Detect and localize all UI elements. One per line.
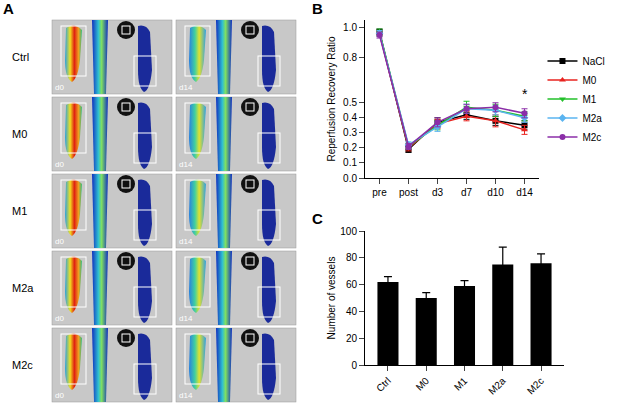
svg-text:M2c: M2c: [582, 132, 601, 143]
svg-text:M2c: M2c: [12, 359, 33, 371]
svg-text:0.4: 0.4: [343, 112, 357, 123]
svg-text:0.0: 0.0: [343, 173, 357, 184]
svg-text:d0: d0: [55, 237, 64, 246]
svg-text:Number of vessels: Number of vessels: [326, 257, 337, 340]
svg-text:d7: d7: [461, 187, 473, 198]
svg-text:M2a: M2a: [582, 113, 602, 124]
svg-text:0.3: 0.3: [343, 127, 357, 138]
svg-text:40: 40: [346, 306, 358, 317]
svg-text:M1: M1: [12, 205, 27, 217]
svg-text:d10: d10: [487, 187, 504, 198]
svg-text:d14: d14: [179, 83, 193, 92]
svg-text:M1: M1: [582, 94, 596, 105]
svg-text:d14: d14: [179, 237, 193, 246]
svg-text:M2a: M2a: [486, 375, 508, 397]
svg-text:d14: d14: [516, 187, 533, 198]
svg-text:80: 80: [346, 252, 358, 263]
svg-text:d0: d0: [55, 83, 64, 92]
html-text:A: A: [3, 0, 14, 17]
svg-text:20: 20: [346, 333, 358, 344]
svg-text:100: 100: [340, 226, 357, 237]
svg-text:M0: M0: [12, 128, 27, 140]
svg-text:60: 60: [346, 279, 358, 290]
svg-text:Ctrl: Ctrl: [12, 51, 29, 63]
svg-text:Reperfusion Recovery Ratio: Reperfusion Recovery Ratio: [326, 36, 337, 161]
svg-text:M1: M1: [452, 375, 470, 393]
svg-text:0.8: 0.8: [343, 52, 357, 63]
svg-text:1.0: 1.0: [343, 22, 357, 33]
svg-text:d0: d0: [55, 160, 64, 169]
svg-text:Ctrl: Ctrl: [374, 375, 393, 394]
svg-text:M0: M0: [414, 375, 432, 393]
svg-text:d14: d14: [179, 314, 193, 323]
svg-text:d14: d14: [179, 391, 193, 400]
svg-text:d14: d14: [179, 160, 193, 169]
html-text:C: C: [312, 210, 323, 227]
svg-text:d0: d0: [55, 391, 64, 400]
html-text:B: B: [312, 0, 323, 17]
svg-text:post: post: [399, 187, 418, 198]
svg-text:0.5: 0.5: [343, 97, 357, 108]
svg-text:M0: M0: [582, 75, 596, 86]
svg-text:d0: d0: [55, 314, 64, 323]
svg-text:d3: d3: [432, 187, 444, 198]
svg-text:0.2: 0.2: [343, 142, 357, 153]
svg-text:M2a: M2a: [12, 282, 34, 294]
svg-text:*: *: [522, 86, 528, 102]
svg-text:pre: pre: [372, 187, 387, 198]
svg-text:0.1: 0.1: [343, 157, 357, 168]
svg-text:M2c: M2c: [525, 375, 546, 396]
svg-text:0: 0: [351, 360, 357, 371]
svg-text:NaCl: NaCl: [582, 56, 604, 67]
